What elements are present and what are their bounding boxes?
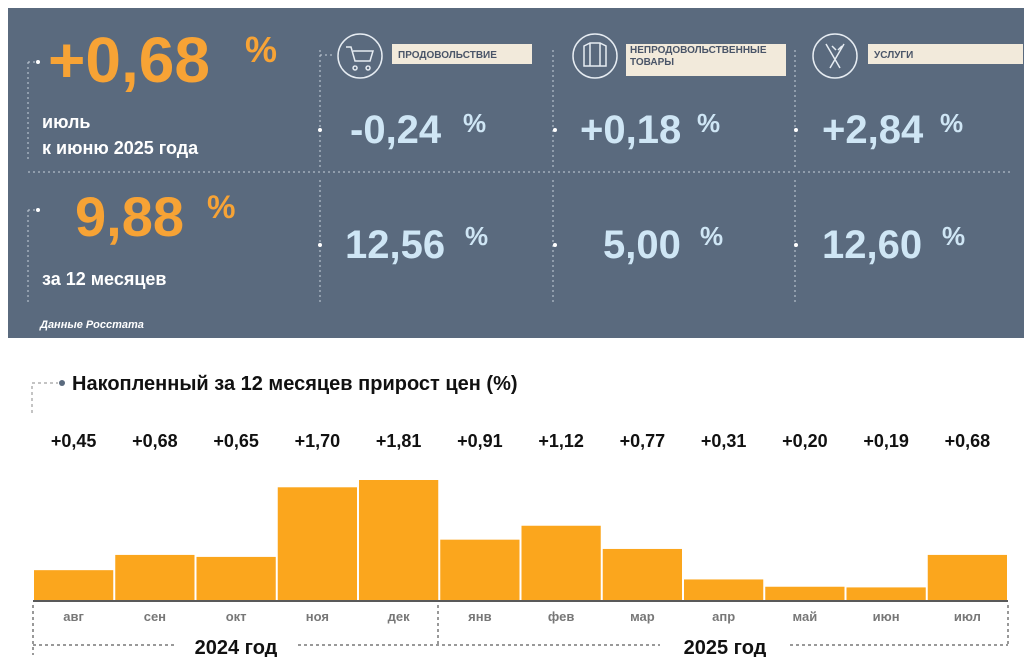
group-label: УСЛУГИ bbox=[874, 50, 913, 61]
group-label: ПРОДОВОЛЬСТВИЕ bbox=[398, 50, 497, 61]
annual-change: 9,88 bbox=[75, 185, 184, 248]
source: Данные Росстата bbox=[39, 319, 144, 331]
group-annual: 12,56 bbox=[345, 223, 445, 267]
month-caption: к июню 2025 года bbox=[42, 138, 199, 158]
x-tick-label: май bbox=[793, 609, 818, 624]
x-tick-label: июн bbox=[873, 609, 900, 624]
unit: % bbox=[245, 29, 277, 70]
bar bbox=[277, 487, 357, 600]
unit: % bbox=[940, 108, 963, 138]
value-label: +0,65 bbox=[213, 431, 259, 451]
annual-caption: за 12 месяцев bbox=[42, 269, 167, 289]
value-label: +1,81 bbox=[376, 431, 422, 451]
value-label: +0,19 bbox=[863, 431, 909, 451]
value-label: +0,68 bbox=[945, 431, 991, 451]
bar bbox=[196, 556, 276, 600]
x-tick-label: мар bbox=[630, 609, 655, 624]
value-label: +0,91 bbox=[457, 431, 503, 451]
group-annual: 12,60 bbox=[822, 223, 922, 267]
title-bullet bbox=[59, 380, 65, 386]
year-label: 2025 год bbox=[684, 637, 767, 657]
x-tick-label: апр bbox=[712, 609, 735, 624]
unit: % bbox=[700, 221, 723, 251]
x-tick-label: янв bbox=[468, 609, 491, 624]
bar bbox=[521, 525, 601, 600]
bar bbox=[602, 548, 682, 600]
group-label: НЕПРОДОВОЛЬСТВЕННЫЕ ТОВАРЫ bbox=[630, 45, 767, 68]
chart-title: Накопленный за 12 месяцев прирост цен (%… bbox=[72, 373, 518, 395]
value-label: +1,70 bbox=[295, 431, 341, 451]
group-tags bbox=[392, 44, 1023, 76]
year-brackets bbox=[32, 605, 1009, 655]
unit: % bbox=[942, 221, 965, 251]
bar bbox=[115, 554, 195, 600]
month-caption: июль bbox=[42, 112, 91, 132]
unit: % bbox=[207, 189, 235, 225]
separators bbox=[27, 50, 1010, 305]
bar bbox=[684, 579, 764, 600]
value-label: +0,77 bbox=[620, 431, 666, 451]
bar bbox=[765, 586, 845, 600]
bar bbox=[440, 539, 520, 600]
value-label: +0,31 bbox=[701, 431, 747, 451]
unit: % bbox=[463, 108, 486, 138]
month-change: +0,68 bbox=[48, 24, 210, 96]
x-tick-label: сен bbox=[144, 609, 166, 624]
unit: % bbox=[697, 108, 720, 138]
bar bbox=[846, 587, 926, 600]
x-tick-label: ноя bbox=[306, 609, 329, 624]
x-tick-label: фев bbox=[548, 609, 574, 624]
value-label: +0,45 bbox=[51, 431, 97, 451]
title-bracket bbox=[31, 382, 58, 413]
x-tick-label: авг bbox=[63, 609, 84, 624]
group-month: -0,24 bbox=[350, 108, 442, 152]
group-annual: 5,00 bbox=[603, 223, 681, 267]
x-tick-label: дек bbox=[388, 609, 410, 624]
group-month: +2,84 bbox=[822, 108, 924, 152]
x-tick-label: окт bbox=[226, 609, 247, 624]
x-tick-label: июл bbox=[954, 609, 981, 624]
unit: % bbox=[465, 221, 488, 251]
value-label: +1,12 bbox=[538, 431, 584, 451]
group-label-box: НЕПРОДОВОЛЬСТВЕННЫЕ ТОВАРЫ bbox=[630, 45, 767, 68]
group-month: +0,18 bbox=[580, 108, 681, 152]
value-label: +0,20 bbox=[782, 431, 828, 451]
bar bbox=[34, 570, 114, 600]
bar bbox=[359, 480, 439, 600]
value-label: +0,68 bbox=[132, 431, 178, 451]
year-label: 2024 год bbox=[195, 637, 278, 657]
bar bbox=[927, 554, 1007, 600]
group-icons bbox=[337, 33, 858, 79]
